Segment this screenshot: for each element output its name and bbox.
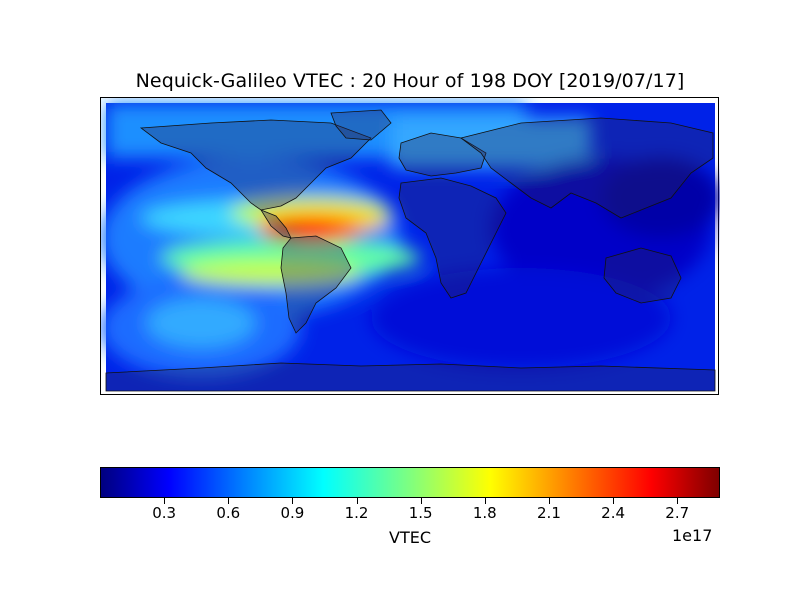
vtec-field	[101, 103, 720, 378]
colorbar-tick-label: 0.9	[280, 504, 305, 522]
colorbar-exponent: 1e17	[672, 526, 713, 545]
colorbar-tick	[164, 498, 166, 504]
colorbar-tick	[292, 498, 294, 504]
colorbar-tick	[356, 498, 358, 504]
colorbar-tick-label: 2.1	[537, 504, 561, 522]
chart-title: Nequick-Galileo VTEC : 20 Hour of 198 DO…	[135, 70, 685, 92]
colorbar-tick	[613, 498, 615, 504]
colorbar-tick-label: 0.3	[152, 504, 177, 522]
vtec-map	[100, 97, 720, 395]
coastlines	[105, 109, 716, 392]
colorbar-tick	[548, 498, 550, 504]
colorbar-tick	[484, 498, 486, 504]
colorbar-tick-label: 0.6	[216, 504, 241, 522]
colorbar-tick	[420, 498, 422, 504]
africa-outline	[398, 177, 507, 299]
colorbar-tick-label: 2.7	[665, 504, 690, 522]
north-america-outline	[139, 119, 372, 211]
australia-outline	[603, 247, 682, 304]
south-america-outline	[280, 235, 352, 334]
colorbar-tick	[677, 498, 679, 504]
colorbar-tick-label: 2.4	[601, 504, 626, 522]
colorbar-tick-label: 1.8	[472, 504, 497, 522]
colorbar-tick-label: 1.5	[408, 504, 433, 522]
greenland-outline	[330, 109, 392, 141]
antarctica-outline	[105, 362, 716, 392]
colorbar-tick	[228, 498, 230, 504]
colorbar	[100, 467, 720, 498]
colorbar-tick-label: 1.2	[344, 504, 369, 522]
vtec-map-svg	[101, 103, 720, 392]
asia-outline	[460, 117, 714, 219]
colorbar-label: VTEC	[389, 528, 431, 547]
europe-outline	[398, 132, 487, 177]
